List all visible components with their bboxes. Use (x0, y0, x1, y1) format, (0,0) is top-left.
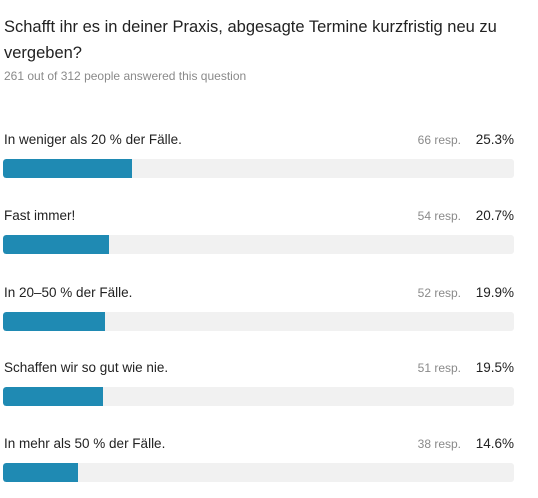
bar-fill (3, 159, 132, 178)
bar-fill (3, 312, 105, 331)
percent-label: 20.7% (475, 208, 514, 223)
percent-label: 19.5% (475, 360, 514, 375)
percent-label: 19.9% (475, 285, 514, 300)
answered-summary: 261 out of 312 people answered this ques… (4, 69, 247, 83)
bar-fill (3, 463, 78, 482)
question-title: Schafft ihr es in deiner Praxis, abgesag… (4, 18, 497, 62)
percent-label: 25.3% (475, 132, 514, 147)
bar-fill (3, 235, 109, 254)
answer-label: In 20–50 % der Fälle. (4, 285, 133, 300)
bar-track (3, 159, 514, 178)
answer-row: Schaffen wir so gut wie nie. 51 resp. 19.5… (0, 360, 538, 420)
answer-label: Fast immer! (4, 208, 76, 223)
response-count: 38 resp. (417, 437, 461, 451)
answer-row: Fast immer! 54 resp. 20.7% (0, 208, 538, 268)
percent-label: 14.6% (475, 436, 514, 451)
bar-track (3, 312, 514, 331)
response-count: 52 resp. (417, 286, 461, 300)
bar-track (3, 387, 514, 406)
response-count: 54 resp. (417, 209, 461, 223)
answer-label: In weniger als 20 % der Fälle. (4, 132, 182, 147)
answer-label: Schaffen wir so gut wie nie. (4, 360, 169, 375)
answer-row: In mehr als 50 % der Fälle. 38 resp. 14.6% (0, 436, 538, 496)
answer-row: In 20–50 % der Fälle. 52 resp. 19.9% (0, 285, 538, 345)
bar-fill (3, 387, 103, 406)
bar-track (3, 235, 514, 254)
response-count: 51 resp. (417, 361, 461, 375)
bar-track (3, 463, 514, 482)
answer-label: In mehr als 50 % der Fälle. (4, 436, 166, 451)
answer-row: In weniger als 20 % der Fälle. 66 resp. 25… (0, 132, 538, 192)
response-count: 66 resp. (417, 133, 461, 147)
